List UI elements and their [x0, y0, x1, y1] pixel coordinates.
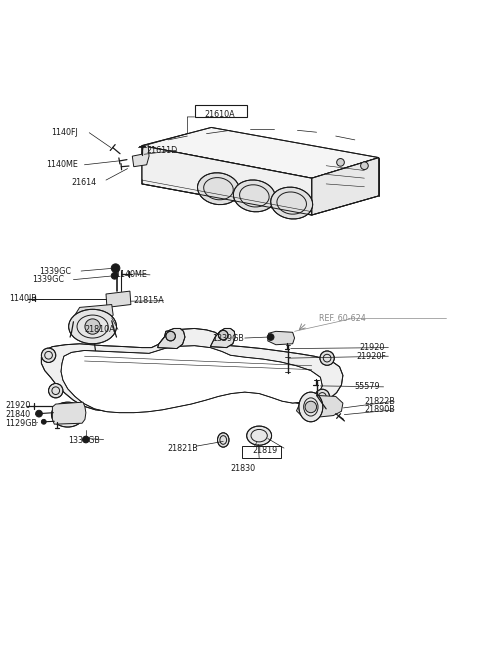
- Circle shape: [305, 402, 317, 413]
- Polygon shape: [61, 346, 323, 413]
- Text: 21614: 21614: [72, 178, 96, 187]
- Text: 21830: 21830: [230, 464, 255, 473]
- Circle shape: [85, 319, 100, 334]
- Polygon shape: [157, 328, 185, 348]
- Circle shape: [83, 436, 89, 443]
- Text: 21815A: 21815A: [134, 296, 165, 305]
- Circle shape: [315, 389, 329, 403]
- Ellipse shape: [271, 187, 312, 219]
- Circle shape: [360, 162, 368, 170]
- Circle shape: [41, 348, 56, 362]
- Ellipse shape: [51, 402, 84, 427]
- Circle shape: [36, 410, 42, 417]
- Text: 21920: 21920: [5, 402, 31, 411]
- Circle shape: [111, 272, 118, 279]
- Ellipse shape: [233, 180, 276, 212]
- Text: 1339GC: 1339GC: [39, 267, 71, 276]
- Text: 1140ME: 1140ME: [46, 160, 78, 169]
- Polygon shape: [142, 145, 312, 215]
- Ellipse shape: [247, 426, 272, 445]
- Polygon shape: [106, 291, 131, 307]
- Circle shape: [218, 330, 228, 340]
- Text: 21610A: 21610A: [204, 110, 235, 119]
- Ellipse shape: [197, 173, 240, 204]
- Text: 21840: 21840: [5, 410, 31, 419]
- Ellipse shape: [299, 392, 323, 422]
- Text: 1339GC: 1339GC: [32, 275, 64, 284]
- Circle shape: [111, 264, 120, 272]
- Text: 21920: 21920: [360, 343, 385, 352]
- Ellipse shape: [217, 433, 229, 447]
- Polygon shape: [52, 402, 86, 424]
- Text: 1140ME: 1140ME: [116, 271, 147, 279]
- Text: 1339GB: 1339GB: [212, 333, 244, 343]
- Circle shape: [61, 408, 74, 421]
- Polygon shape: [312, 158, 379, 215]
- Polygon shape: [142, 128, 379, 178]
- Ellipse shape: [69, 309, 117, 344]
- Text: 21611D: 21611D: [147, 146, 178, 155]
- Circle shape: [320, 351, 334, 365]
- Circle shape: [267, 333, 274, 341]
- Circle shape: [336, 159, 344, 166]
- Text: 21819: 21819: [252, 445, 277, 455]
- Text: 21821B: 21821B: [167, 443, 198, 453]
- Polygon shape: [210, 328, 235, 348]
- Bar: [194, 105, 247, 117]
- Text: 55579: 55579: [354, 383, 380, 391]
- Polygon shape: [268, 331, 295, 345]
- Text: 1129GB: 1129GB: [5, 419, 37, 428]
- Polygon shape: [297, 396, 343, 417]
- Circle shape: [48, 383, 63, 398]
- Text: 21920F: 21920F: [357, 352, 387, 361]
- Circle shape: [41, 419, 46, 424]
- Text: REF. 60-624: REF. 60-624: [319, 314, 366, 324]
- Polygon shape: [41, 328, 343, 412]
- Text: 21890B: 21890B: [364, 405, 395, 415]
- Polygon shape: [75, 305, 113, 321]
- Text: 1140FJ: 1140FJ: [51, 128, 78, 137]
- Polygon shape: [132, 145, 149, 166]
- Text: 1140JB: 1140JB: [9, 294, 37, 303]
- Bar: [242, 446, 281, 458]
- Text: 21810A: 21810A: [84, 325, 115, 334]
- Circle shape: [166, 331, 175, 341]
- Text: 21822B: 21822B: [364, 397, 396, 405]
- Text: 1339GB: 1339GB: [68, 436, 99, 445]
